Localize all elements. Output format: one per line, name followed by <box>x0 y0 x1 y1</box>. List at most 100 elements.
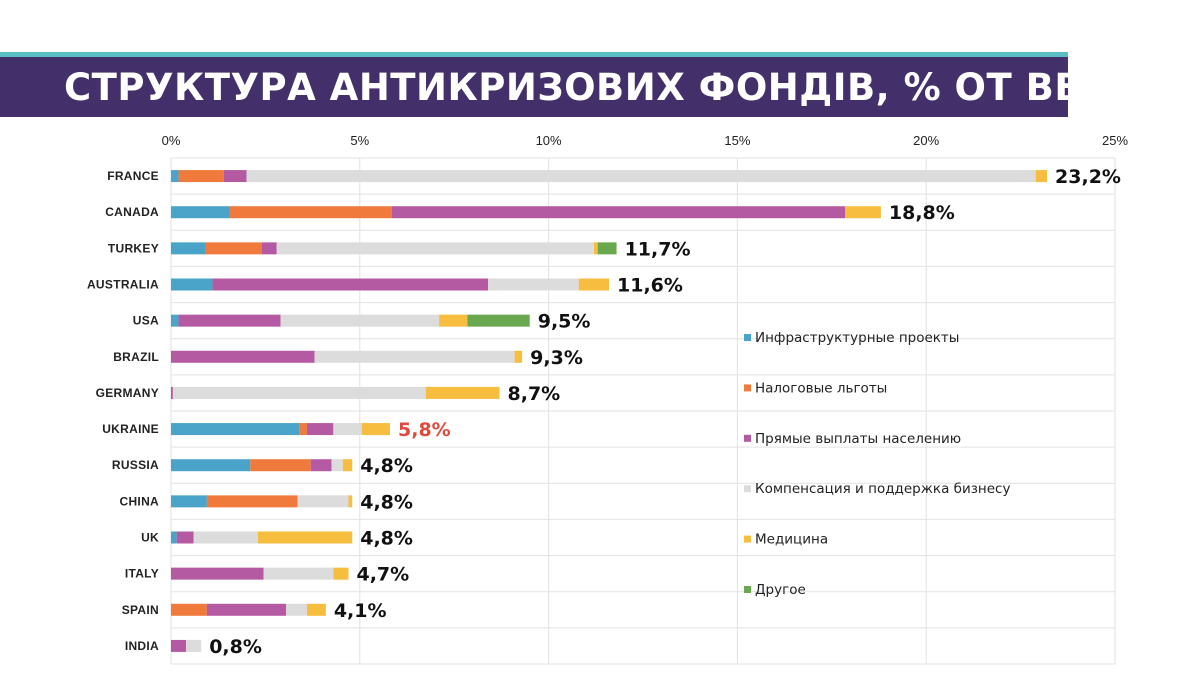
category-label: UK <box>141 531 159 545</box>
x-tick-label: 25% <box>1102 133 1128 148</box>
bar-segment <box>593 242 598 255</box>
bar-total-label: 9,3% <box>530 347 583 369</box>
legend-swatch <box>744 334 751 341</box>
x-tick-label: 10% <box>536 133 562 148</box>
bar-segment <box>223 170 247 183</box>
bar-segment <box>171 423 300 436</box>
bar-total-label: 5,8% <box>398 419 451 441</box>
bar-segment <box>250 459 311 472</box>
bar-segment <box>171 567 264 580</box>
bar-segment <box>333 423 362 436</box>
legend-swatch <box>744 384 751 392</box>
legend-label: Другое <box>755 582 806 598</box>
bar-segment <box>845 206 881 219</box>
category-label: CHINA <box>120 494 160 508</box>
bar-segment <box>467 314 530 327</box>
bar-total-label: 0,8% <box>209 636 262 658</box>
bar-segment <box>597 242 617 255</box>
bar-total-label: 4,1% <box>334 600 387 622</box>
legend-label: Компенсация и поддержка бизнесу <box>755 481 1010 497</box>
legend-label: Инфраструктурные проекты <box>755 330 959 346</box>
bar-segment <box>171 170 179 183</box>
bar-segment <box>514 350 523 363</box>
bar-segment <box>212 278 489 291</box>
category-label: SPAIN <box>122 603 159 617</box>
bar-total-label: 4,8% <box>360 491 413 513</box>
legend-swatch <box>744 485 751 493</box>
category-label: AUSTRALIA <box>87 278 159 292</box>
category-label: GERMANY <box>96 386 159 400</box>
bar-total-label: 11,7% <box>625 238 691 260</box>
bar-total-label: 4,8% <box>360 455 413 477</box>
category-label: FRANCE <box>107 169 159 183</box>
bar-segment <box>171 278 213 291</box>
bar-segment <box>206 495 298 508</box>
bar-segment <box>425 386 500 399</box>
bar-segment <box>310 459 332 472</box>
bar-total-label: 23,2% <box>1055 166 1121 188</box>
bar-segment <box>263 567 334 580</box>
bar-segment <box>488 278 579 291</box>
bar-segment <box>229 206 392 219</box>
bar-segment <box>342 459 353 472</box>
category-label: INDIA <box>125 639 159 653</box>
bar-segment <box>206 603 287 616</box>
bar-segment <box>171 603 207 616</box>
bar-segment <box>1035 170 1048 183</box>
bar-segment <box>299 423 307 436</box>
category-label: ITALY <box>125 567 159 581</box>
bar-total-label: 4,7% <box>356 564 409 586</box>
x-tick-label: 5% <box>350 133 369 148</box>
bar-segment <box>178 170 224 183</box>
bar-segment <box>286 603 307 616</box>
bar-segment <box>171 350 315 363</box>
bar-segment <box>193 531 258 544</box>
category-label: TURKEY <box>108 241 159 255</box>
bar-segment <box>261 242 277 255</box>
bar-segment <box>297 495 349 508</box>
bar-segment <box>204 242 262 255</box>
legend-label: Налоговые льготы <box>755 380 887 396</box>
bar-segment <box>186 639 202 652</box>
category-label: CANADA <box>105 205 159 219</box>
bar-segment <box>306 603 326 616</box>
bar-segment <box>348 495 353 508</box>
bar-segment <box>171 531 177 544</box>
bar-segment <box>171 206 230 219</box>
bar-segment <box>314 350 515 363</box>
category-label: USA <box>133 314 159 328</box>
bar-segment <box>331 459 343 472</box>
bar-total-label: 18,8% <box>889 202 955 224</box>
bar-segment <box>171 495 207 508</box>
chart-title: СТРУКТУРА АНТИКРИЗОВИХ ФОНДІВ, % ОТ ВВП <box>64 65 1115 109</box>
x-tick-label: 0% <box>162 133 181 148</box>
bar-segment <box>171 639 187 652</box>
bar-segment <box>178 314 281 327</box>
x-tick-label: 15% <box>724 133 750 148</box>
category-label: UKRAINE <box>102 422 159 436</box>
legend-swatch <box>744 586 751 593</box>
bar-segment <box>439 314 468 327</box>
bar-segment <box>171 386 173 399</box>
category-label: RUSSIA <box>112 458 159 472</box>
bar-segment <box>171 314 179 327</box>
bar-segment <box>280 314 440 327</box>
legend-label: Прямые выплаты населению <box>755 431 961 447</box>
bar-segment <box>246 170 1036 183</box>
bar-segment <box>361 423 391 436</box>
bar-segment <box>257 531 353 544</box>
bar-total-label: 8,7% <box>508 383 561 405</box>
bar-segment <box>171 459 251 472</box>
x-tick-label: 20% <box>913 133 939 148</box>
bar-segment <box>171 242 205 255</box>
category-label: BRAZIL <box>113 350 159 364</box>
bar-total-label: 4,8% <box>360 528 413 550</box>
bar-segment <box>176 531 194 544</box>
legend-label: Медицина <box>755 532 828 548</box>
bar-segment <box>578 278 610 291</box>
bar-segment <box>306 423 334 436</box>
bar-segment <box>391 206 846 219</box>
bar-segment <box>172 386 426 399</box>
legend-swatch <box>744 434 751 442</box>
